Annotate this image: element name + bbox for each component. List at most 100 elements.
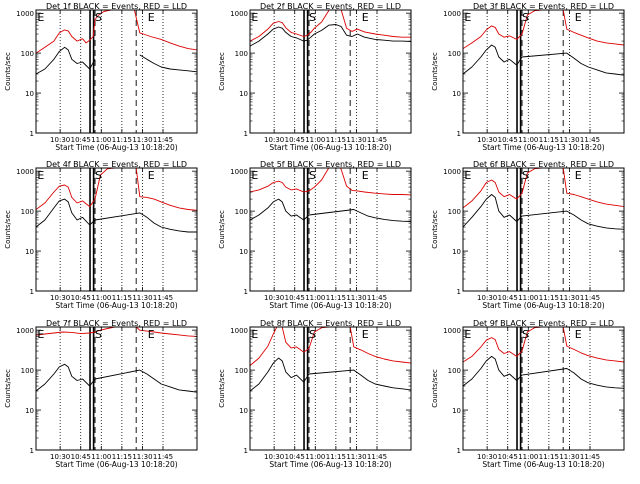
series-events <box>250 357 411 392</box>
panel-title: Det 7f BLACK = Events, RED = LLD <box>46 319 187 328</box>
x-tick-label: 11:15 <box>112 136 132 144</box>
y-tick-label: 100 <box>235 50 248 58</box>
x-tick-label: 11:30 <box>559 294 579 302</box>
panel-title: Det 1f BLACK = Events, RED = LLD <box>46 2 187 11</box>
y-axis-label: Counts/sec <box>218 210 226 249</box>
x-tick-label: 11:45 <box>367 453 387 461</box>
series-lld <box>463 168 624 209</box>
x-tick-label: 11:00 <box>518 453 538 461</box>
x-tick-label: 11:30 <box>346 294 366 302</box>
x-tick-label: 11:00 <box>91 453 111 461</box>
x-tick-label: 11:15 <box>326 294 346 302</box>
x-tick-label: 11:30 <box>559 136 579 144</box>
y-tick-label: 10 <box>452 90 461 98</box>
series-events <box>463 355 624 389</box>
x-axis-label: Start Time (06-Aug-13 10:18:20) <box>55 460 177 469</box>
annotation-label: E <box>251 11 258 24</box>
y-tick-label: 1 <box>457 130 461 138</box>
series-lld <box>463 327 624 363</box>
panel-det-9: Det 9f BLACK = Events, RED = LLD 1 10 100 10… <box>431 319 625 469</box>
x-tick-label: 11:45 <box>580 136 600 144</box>
x-tick-label: 11:15 <box>539 294 559 302</box>
y-tick-label: 1000 <box>443 327 461 335</box>
y-axis-label: Counts/sec <box>4 52 12 91</box>
y-tick-label: 100 <box>21 50 34 58</box>
y-tick-label: 10 <box>25 90 34 98</box>
x-tick-label: 11:30 <box>132 294 152 302</box>
annotation-label: E <box>464 328 471 341</box>
x-tick-label: 10:45 <box>71 136 91 144</box>
x-tick-label: 11:00 <box>91 136 111 144</box>
x-tick-label: 10:30 <box>50 453 70 461</box>
series-lld <box>36 10 197 54</box>
series-events <box>250 198 411 222</box>
x-tick-label: 10:30 <box>264 136 284 144</box>
panel-det-6: Det 6f BLACK = Events, RED = LLD 1 10 100 10… <box>431 160 625 310</box>
annotation-label: E <box>575 11 582 24</box>
annotation-label: E <box>251 169 258 182</box>
y-tick-label: 10 <box>25 407 34 415</box>
plot-frame <box>35 167 198 292</box>
annotation-label: E <box>148 11 155 24</box>
series-lld <box>250 10 411 42</box>
x-axis-label: Start Time (06-Aug-13 10:18:20) <box>55 301 177 310</box>
annotation-label: E <box>148 169 155 182</box>
x-tick-label: 11:15 <box>112 453 132 461</box>
y-tick-label: 1000 <box>16 327 34 335</box>
y-tick-label: 100 <box>235 208 248 216</box>
y-tick-label: 100 <box>448 208 461 216</box>
series-lld <box>250 327 411 366</box>
panel-title: Det 3f BLACK = Events, RED = LLD <box>473 2 614 11</box>
x-axis-label: Start Time (06-Aug-13 10:18:20) <box>269 460 391 469</box>
plot-frame <box>249 167 412 292</box>
x-tick-label: 11:45 <box>580 453 600 461</box>
x-tick-label: 10:30 <box>50 294 70 302</box>
plot-frame <box>249 326 412 451</box>
annotation-label: E <box>464 169 471 182</box>
series-events <box>36 198 197 233</box>
panel-title: Det 6f BLACK = Events, RED = LLD <box>473 160 614 169</box>
series-events <box>463 44 624 76</box>
annotation-label: E <box>575 169 582 182</box>
y-tick-label: 1 <box>244 288 248 296</box>
panel-title: Det 9f BLACK = Events, RED = LLD <box>473 319 614 328</box>
annotation-label: S <box>522 11 529 24</box>
y-tick-label: 1000 <box>443 168 461 176</box>
series-events <box>36 46 96 75</box>
series-lld <box>36 168 197 211</box>
x-tick-label: 11:30 <box>346 453 366 461</box>
x-tick-label: 11:00 <box>305 453 325 461</box>
y-tick-label: 1000 <box>230 327 248 335</box>
series-events <box>250 24 411 47</box>
x-tick-label: 11:30 <box>132 136 152 144</box>
x-tick-label: 11:15 <box>539 453 559 461</box>
y-tick-label: 1 <box>457 447 461 455</box>
annotation-label: E <box>464 11 471 24</box>
x-tick-label: 10:45 <box>71 453 91 461</box>
x-axis-label: Start Time (06-Aug-13 10:18:20) <box>269 301 391 310</box>
y-tick-label: 1 <box>30 130 34 138</box>
plot-frame <box>249 9 412 134</box>
x-tick-label: 10:45 <box>71 294 91 302</box>
series-lld <box>250 168 411 196</box>
annotation-label: E <box>37 11 44 24</box>
x-tick-label: 10:30 <box>477 294 497 302</box>
panel-det-2: Det 2f BLACK = Events, RED = LLD 1 10 100 10… <box>218 2 412 152</box>
annotation-label: E <box>148 328 155 341</box>
annotation-label: E <box>362 11 369 24</box>
y-tick-label: 1000 <box>230 168 248 176</box>
y-axis-label: Counts/sec <box>218 369 226 408</box>
plot-frame <box>462 326 625 451</box>
annotation-label: S <box>95 169 102 182</box>
x-tick-label: 11:30 <box>559 453 579 461</box>
y-axis-label: Counts/sec <box>4 369 12 408</box>
x-tick-label: 11:00 <box>518 294 538 302</box>
series-events <box>139 54 197 73</box>
plot-frame <box>35 326 198 451</box>
x-tick-label: 11:45 <box>153 294 173 302</box>
panel-det-8: Det 8f BLACK = Events, RED = LLD 1 10 100 10… <box>218 319 412 469</box>
y-tick-label: 100 <box>21 208 34 216</box>
x-tick-label: 10:30 <box>477 136 497 144</box>
x-tick-label: 11:00 <box>305 136 325 144</box>
